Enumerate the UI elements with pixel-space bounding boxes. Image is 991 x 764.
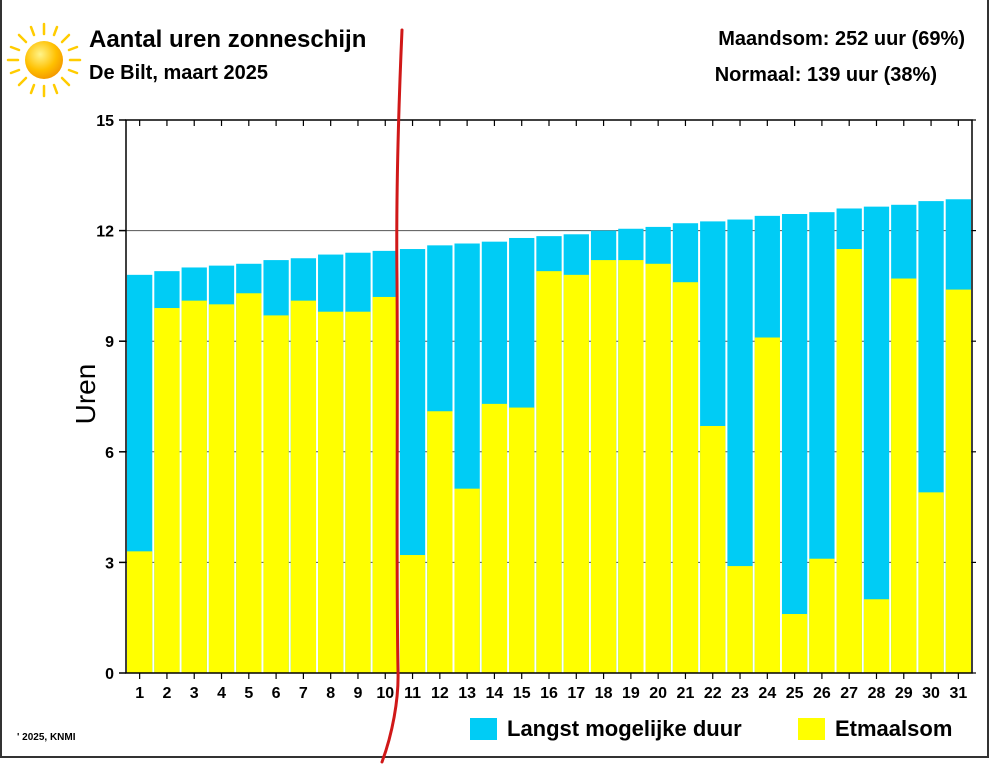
- bar-actual-day-17: [563, 274, 589, 673]
- red-marker-line: [380, 28, 404, 764]
- x-tick-label: 26: [813, 685, 831, 702]
- x-tick-label: 20: [649, 685, 667, 702]
- x-tick-label: 23: [731, 685, 749, 702]
- bar-actual-day-20: [645, 263, 671, 673]
- bar-actual-day-3: [181, 300, 207, 673]
- bar-actual-day-8: [318, 311, 344, 673]
- x-tick-label: 2: [162, 685, 171, 702]
- bar-actual-day-4: [208, 304, 235, 673]
- x-tick-label: 29: [895, 685, 913, 702]
- bar-max-day-28: [863, 206, 890, 674]
- y-tick-label: 9: [105, 334, 114, 351]
- legend-item-max: Langst mogelijke duur: [470, 716, 742, 742]
- x-tick-label: 28: [868, 685, 886, 702]
- bar-actual-day-11: [399, 555, 426, 673]
- bar-actual-day-15: [509, 407, 535, 673]
- chart-title: Aantal uren zonneschijn: [89, 26, 367, 53]
- x-tick-label: 25: [786, 685, 804, 702]
- copyright-credit: ' 2025, KNMI: [17, 732, 76, 743]
- x-tick-label: 19: [622, 685, 640, 702]
- bar-actual-day-13: [454, 488, 480, 673]
- y-tick-label: 12: [96, 224, 114, 241]
- bar-actual-day-30: [918, 492, 944, 673]
- bar-actual-day-1: [127, 551, 153, 673]
- legend-label-max: Langst mogelijke duur: [507, 716, 742, 741]
- annotation-line: [380, 28, 404, 764]
- bar-actual-day-19: [618, 260, 644, 673]
- bar-actual-day-27: [836, 249, 862, 674]
- x-tick-label: 9: [354, 685, 363, 702]
- bar-actual-day-22: [700, 425, 726, 673]
- x-tick-label: 10: [376, 685, 394, 702]
- bar-actual-day-25: [781, 614, 808, 673]
- normal-total: Normaal: 139 uur (38%): [714, 64, 937, 86]
- bar-actual-day-23: [727, 566, 753, 673]
- y-tick-label: 6: [105, 445, 114, 462]
- bar-actual-day-26: [809, 558, 835, 673]
- y-axis-label: Uren: [70, 363, 101, 425]
- bar-actual-day-24: [754, 337, 780, 673]
- bar-actual-day-18: [590, 260, 617, 673]
- x-tick-label: 14: [486, 685, 504, 702]
- bar-actual-day-9: [345, 311, 371, 673]
- chart-subtitle: De Bilt, maart 2025: [89, 62, 268, 84]
- y-tick-label: 15: [96, 113, 114, 130]
- legend-item-actual: Etmaalsom: [798, 716, 952, 742]
- x-tick-label: 13: [458, 685, 476, 702]
- x-tick-label: 5: [244, 685, 253, 702]
- x-tick-label: 12: [431, 685, 449, 702]
- x-tick-label: 22: [704, 685, 722, 702]
- x-tick-label: 6: [272, 685, 281, 702]
- x-tick-label: 3: [190, 685, 199, 702]
- bar-actual-day-14: [481, 403, 508, 673]
- bars: [127, 199, 971, 674]
- sun-icon: [6, 22, 82, 98]
- x-tick-label: 15: [513, 685, 531, 702]
- bar-actual-day-2: [154, 308, 180, 673]
- bar-actual-day-16: [536, 271, 562, 673]
- legend-swatch-max: [470, 718, 497, 740]
- x-tick-label: 4: [217, 685, 226, 702]
- y-tick-label: 0: [105, 666, 114, 683]
- x-tick-label: 24: [758, 685, 776, 702]
- y-tick-label: 3: [105, 555, 114, 572]
- x-tick-label: 17: [567, 685, 585, 702]
- bar-actual-day-12: [427, 411, 453, 673]
- x-tick-label: 31: [949, 685, 967, 702]
- x-tick-label: 27: [840, 685, 858, 702]
- x-tick-label: 11: [404, 685, 421, 702]
- x-tick-label: 7: [299, 685, 308, 702]
- x-tick-label: 21: [677, 685, 695, 702]
- bar-actual-day-7: [290, 300, 317, 673]
- x-tick-label: 30: [922, 685, 940, 702]
- legend-swatch-actual: [798, 718, 825, 740]
- bar-max-day-25: [781, 214, 808, 673]
- x-tick-label: 8: [326, 685, 335, 702]
- bar-actual-day-31: [945, 289, 971, 673]
- month-total: Maandsom: 252 uur (69%): [718, 28, 965, 50]
- bar-actual-day-10: [372, 296, 398, 673]
- x-tick-label: 1: [135, 685, 144, 702]
- bar-actual-day-6: [263, 315, 289, 673]
- x-tick-label: 16: [540, 685, 558, 702]
- bar-actual-day-5: [236, 293, 262, 673]
- bar-actual-day-29: [891, 278, 917, 673]
- plot-border: [125, 119, 973, 674]
- x-tick-label: 18: [595, 685, 613, 702]
- legend-label-actual: Etmaalsom: [835, 716, 953, 741]
- bar-actual-day-28: [863, 599, 890, 673]
- bar-actual-day-21: [672, 282, 699, 673]
